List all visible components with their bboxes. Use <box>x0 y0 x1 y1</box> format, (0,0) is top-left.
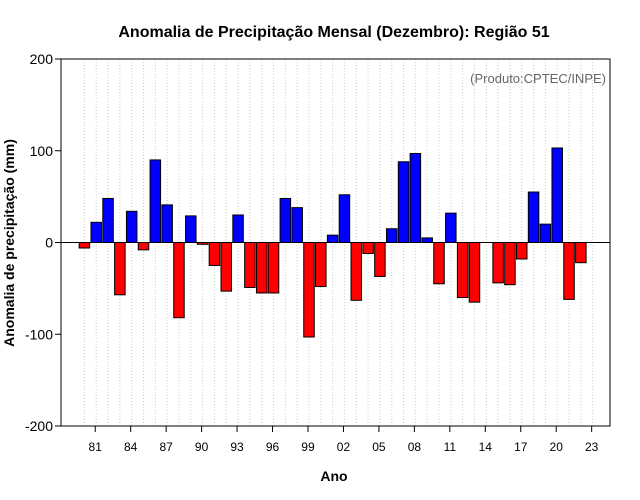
x-tick-label: 17 <box>514 440 528 454</box>
bar-1992 <box>220 242 232 292</box>
x-tick-label: 05 <box>372 440 386 454</box>
x-tick-label: 08 <box>408 440 422 454</box>
bar-1980 <box>78 242 91 249</box>
y-tick-label: -200 <box>25 418 53 434</box>
y-tick-label: 0 <box>45 235 53 251</box>
y-axis: -200 -100 0 100 200 <box>25 51 61 434</box>
bar-2001 <box>326 234 339 244</box>
y-axis-label: Anomalia de precipitação (mm) <box>1 139 17 347</box>
x-tick-label: 93 <box>230 440 244 454</box>
bar-2002 <box>338 194 351 243</box>
bar-1982 <box>102 197 114 244</box>
bar-1997 <box>279 197 292 244</box>
bar-2012 <box>456 242 469 299</box>
x-tick-label: 87 <box>159 440 173 454</box>
bar-1985 <box>137 242 150 251</box>
bar-2020 <box>551 147 563 243</box>
bar-1991 <box>208 242 221 266</box>
bar-1996 <box>267 242 280 294</box>
bar-1993 <box>232 214 244 244</box>
x-tick-label: 90 <box>195 440 209 454</box>
bar-2006 <box>385 228 398 244</box>
x-tick-label: 84 <box>124 440 138 454</box>
x-tick-label: 14 <box>479 440 493 454</box>
x-axis-label: Ano <box>320 468 347 484</box>
bar-2017 <box>516 242 528 260</box>
chart-title: Anomalia de Precipitação Mensal (Dezembr… <box>118 24 549 41</box>
bar-2022 <box>575 242 587 264</box>
bars <box>78 147 587 338</box>
bar-2018 <box>527 191 540 244</box>
bar-2016 <box>504 242 516 286</box>
x-tick-label: 20 <box>550 440 564 454</box>
bar-2009 <box>421 237 433 244</box>
bar-2010 <box>433 242 445 285</box>
bar-2007 <box>397 161 410 243</box>
bar-1995 <box>255 242 268 294</box>
bar-1983 <box>114 242 126 296</box>
x-tick-label: 99 <box>301 440 315 454</box>
bar-1990 <box>196 242 209 245</box>
bar-2015 <box>492 242 504 284</box>
y-tick-label: 200 <box>30 51 54 67</box>
bar-2008 <box>409 153 422 243</box>
bar-1998 <box>291 207 303 243</box>
bar-1994 <box>244 242 256 288</box>
bar-1999 <box>303 242 315 338</box>
x-tick-label: 11 <box>444 440 457 454</box>
x-tick-label: 96 <box>266 440 280 454</box>
x-tick-label: 23 <box>585 440 599 454</box>
x-tick-label: 81 <box>89 440 103 454</box>
bar-1987 <box>161 204 173 244</box>
bar-2000 <box>315 242 327 288</box>
x-tick-label: 02 <box>337 440 351 454</box>
x-axis: 81 84 87 90 93 96 99 02 05 08 11 14 17 20 23 <box>89 426 599 454</box>
bar-2005 <box>374 242 386 277</box>
bar-1981 <box>90 221 102 244</box>
product-credit: (Produto:CPTEC/INPE) <box>470 71 606 86</box>
bar-2021 <box>563 242 575 300</box>
bar-2011 <box>445 212 457 243</box>
bar-2013 <box>468 242 481 303</box>
y-tick-label: 100 <box>30 143 54 159</box>
bar-2019 <box>539 223 552 243</box>
bar-1988 <box>173 242 185 319</box>
bar-2004 <box>362 242 374 255</box>
bar-2003 <box>350 242 363 301</box>
y-tick-label: -100 <box>25 326 53 342</box>
bar-1989 <box>185 215 197 244</box>
bar-1984 <box>125 210 138 243</box>
bar-1986 <box>149 159 162 243</box>
